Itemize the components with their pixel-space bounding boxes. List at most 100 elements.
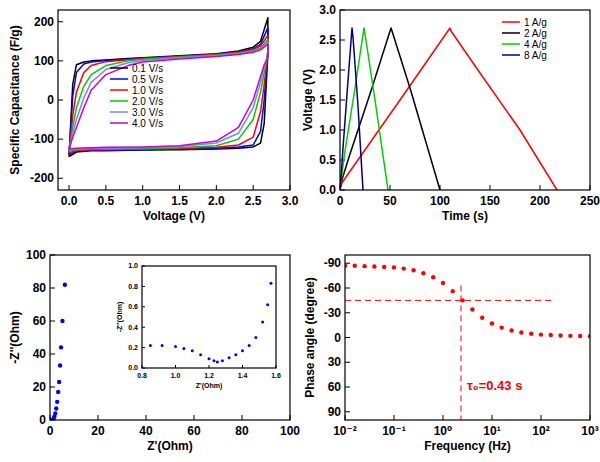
y-tick [345,362,350,363]
y-tick-label: 80 [33,281,47,295]
legend-label: 2 A/g [524,28,547,39]
inset-background [110,260,286,398]
point [353,264,357,268]
y-tick-label: 2.5 [319,33,336,47]
x-tick [98,415,99,420]
y-tick-label: -60 [324,281,342,295]
x-tick [146,415,147,420]
legend-swatch [110,67,128,69]
x-tick-label: 20 [91,424,105,438]
series-line [340,28,440,190]
reference-line-v [461,285,462,420]
x-tick [179,185,180,190]
point [208,357,211,360]
point [161,344,164,347]
legend-label: 0.5 V/s [132,74,163,85]
legend-label: 1 A/g [524,17,547,28]
point [578,334,582,338]
point [392,265,396,269]
point [529,332,533,336]
point [54,406,58,410]
point [191,349,194,352]
point [266,303,269,306]
figure: 0.00.51.01.52.02.53.0-200-1000100200Volt… [0,0,600,462]
plot-frame [50,255,290,420]
x-axis-title: Z'(Ohm) [196,382,223,390]
y-tick [50,288,55,289]
x-tick [492,415,493,420]
x-axis-title: Z'(Ohm) [147,439,193,453]
point [269,282,272,285]
y-tick [50,387,55,388]
y-tick-label: 200 [34,15,54,29]
legend-label: 3.0 V/s [132,107,163,118]
x-tick-label: 2.0 [208,194,225,208]
x-tick-label: 10⁻¹ [382,424,406,438]
point [58,363,62,367]
point [362,264,366,268]
plot-frame [340,10,590,190]
y-tick-label: -100 [30,132,54,146]
y-tick [58,139,63,140]
y-tick [340,70,345,71]
point [451,289,455,293]
point [57,380,61,384]
y-tick-label: 0.2 [128,344,138,351]
series-line [69,39,268,151]
point [63,283,67,287]
point [213,359,216,362]
y-tick [345,387,350,388]
plot-data [69,18,268,157]
x-tick-label: 1.5 [171,194,188,208]
y-tick [58,178,63,179]
x-tick-label: 100 [430,194,450,208]
point [53,411,57,415]
x-tick-label: 10⁻² [333,424,357,438]
y-tick-label: -200 [30,171,54,185]
x-tick-label: 2.5 [245,194,262,208]
point [254,336,257,339]
x-tick [253,185,254,190]
point [568,334,572,338]
x-tick [142,185,143,190]
y-tick-label: 30 [328,355,342,369]
plot-data [345,264,590,420]
point [549,333,553,337]
series-line [340,28,388,190]
x-axis-title: Voltage (V) [143,209,205,223]
y-axis-title: -Z''(Ohm) [116,302,124,333]
point [509,328,513,332]
annotation: τ₀=0.43 s [467,378,522,393]
y-tick-label: 60 [33,314,47,328]
panel-3: 10⁻²10⁻¹10⁰10¹10²10³-90-60-300306090Freq… [303,255,599,453]
x-tick-label: 80 [235,424,249,438]
y-axis-title: Phase angle (degree) [303,277,317,398]
x-tick-label: 250 [580,194,600,208]
x-tick-label: 0 [47,424,54,438]
y-tick [50,354,55,355]
point [411,268,415,272]
point [421,271,425,275]
plot-frame [58,10,290,190]
legend-swatch [110,89,128,91]
x-tick-label: 60 [187,424,201,438]
series-line [69,18,268,157]
y-axis-title: -Z''(Ohm) [8,311,22,363]
x-tick-label: 150 [480,194,500,208]
y-tick-label: 0.0 [128,364,138,371]
point [248,344,251,347]
x-tick [541,415,542,420]
series-line [340,28,363,190]
x-tick [242,415,243,420]
y-tick-label: 0.4 [128,324,138,331]
legend-swatch [110,111,128,113]
y-tick [345,288,350,289]
legend-swatch [110,100,128,102]
y-tick [340,100,345,101]
point [182,347,185,350]
series-line [69,35,268,152]
x-axis-title: Frequency (Hz) [424,439,511,453]
point [234,353,237,356]
legend-swatch [502,43,520,45]
point [199,353,202,356]
